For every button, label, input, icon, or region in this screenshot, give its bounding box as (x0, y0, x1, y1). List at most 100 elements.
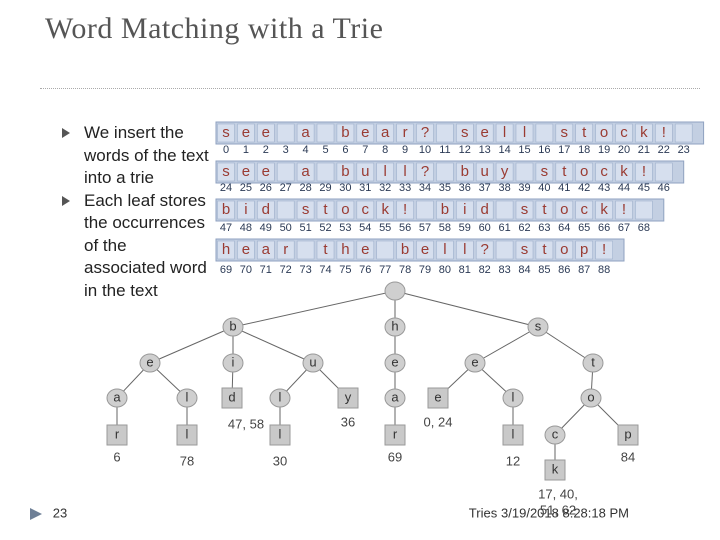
char-cell (396, 162, 414, 182)
char-cell (256, 200, 275, 220)
char-index: 75 (339, 264, 351, 276)
char-index: 19 (598, 144, 610, 156)
char-index: 66 (598, 222, 610, 234)
slide-title: Word Matching with a Trie (45, 12, 384, 45)
char-index: 26 (260, 182, 272, 194)
node-label: u (309, 354, 316, 369)
char-cell (436, 162, 454, 182)
char-cell (217, 200, 235, 220)
char-cell (336, 123, 355, 143)
char-index: 88 (598, 264, 610, 276)
trie-node (106, 388, 128, 408)
char-cell (356, 240, 375, 260)
char-cell (595, 162, 613, 182)
char-cell (555, 200, 574, 220)
char-index: 68 (638, 222, 650, 234)
char: b (441, 201, 449, 218)
leaf-node (427, 387, 449, 409)
char-cell (336, 200, 355, 220)
char-cell (356, 162, 375, 182)
char-index: 86 (558, 264, 570, 276)
char-index: 47 (220, 222, 232, 234)
trie-node (580, 388, 602, 408)
char-cell (555, 162, 574, 182)
char-cell (396, 123, 414, 143)
char: b (461, 163, 469, 180)
occurrence-label: 47, 58 (228, 416, 264, 431)
char-index: 74 (319, 264, 331, 276)
trie-node (269, 388, 291, 408)
char: o (341, 201, 349, 218)
page-number: 23 (53, 505, 67, 520)
char-cell (376, 200, 395, 220)
char-index: 57 (419, 222, 431, 234)
trie-node (384, 281, 406, 301)
char-cell (495, 200, 514, 220)
char-cell (575, 162, 594, 182)
char-cell (376, 162, 395, 182)
char-cell (475, 123, 494, 143)
trie-node (544, 425, 566, 445)
char-index: 48 (240, 222, 252, 234)
trie-edge (474, 326, 539, 364)
char-cell (495, 123, 514, 143)
char-index: 70 (240, 264, 252, 276)
char-index: 46 (658, 182, 670, 194)
char-cell (316, 162, 335, 182)
char-cell (654, 123, 673, 143)
node-label: l (186, 389, 189, 404)
occurrence-label: 12 (506, 453, 520, 468)
char-index: 87 (578, 264, 590, 276)
char-index: 76 (359, 264, 371, 276)
char-index: 22 (658, 144, 670, 156)
char-cell (455, 240, 474, 260)
node-label: r (115, 426, 120, 441)
char: t (323, 241, 328, 258)
char: y (501, 163, 509, 180)
char-cell (316, 200, 335, 220)
char-index: 71 (260, 264, 272, 276)
occurrence-label: 17, 40, (538, 486, 578, 501)
char: l (523, 124, 526, 141)
char-cell (575, 200, 594, 220)
trie-node (527, 317, 549, 337)
char-cell (416, 162, 434, 182)
char-index: 36 (459, 182, 471, 194)
char-cell (595, 240, 613, 260)
bullet-list: We insert the words of the text into a t… (62, 122, 212, 302)
char-index: 23 (678, 144, 690, 156)
trie-node (384, 388, 406, 408)
char-index: 20 (618, 144, 630, 156)
char: s (461, 124, 469, 141)
char: c (362, 201, 370, 218)
char-cell (396, 240, 414, 260)
char: k (381, 201, 389, 218)
char: k (600, 201, 608, 218)
char: h (341, 241, 349, 258)
occurrence-label: 78 (180, 453, 194, 468)
footer-date: 3/19/2018 8:28:18 PM (501, 505, 629, 520)
char-cell (515, 240, 534, 260)
char-index: 41 (558, 182, 570, 194)
char-index: 67 (618, 222, 630, 234)
char: l (403, 163, 406, 180)
char: s (521, 201, 529, 218)
char-cell (416, 123, 434, 143)
char: ? (481, 241, 489, 258)
node-label: k (552, 461, 559, 476)
char-index: 53 (339, 222, 351, 234)
trie-node (222, 317, 244, 337)
char: e (262, 163, 270, 180)
char-index: 6 (342, 144, 348, 156)
leaf-node (617, 424, 639, 446)
char-index: 14 (498, 144, 510, 156)
char-cell (535, 123, 554, 143)
char-index: 8 (382, 144, 388, 156)
node-label: i (232, 354, 235, 369)
char-cell (416, 200, 434, 220)
char: d (262, 201, 270, 218)
char-index: 60 (479, 222, 491, 234)
char-index: 58 (439, 222, 451, 234)
char: u (481, 163, 489, 180)
char: a (301, 124, 310, 141)
